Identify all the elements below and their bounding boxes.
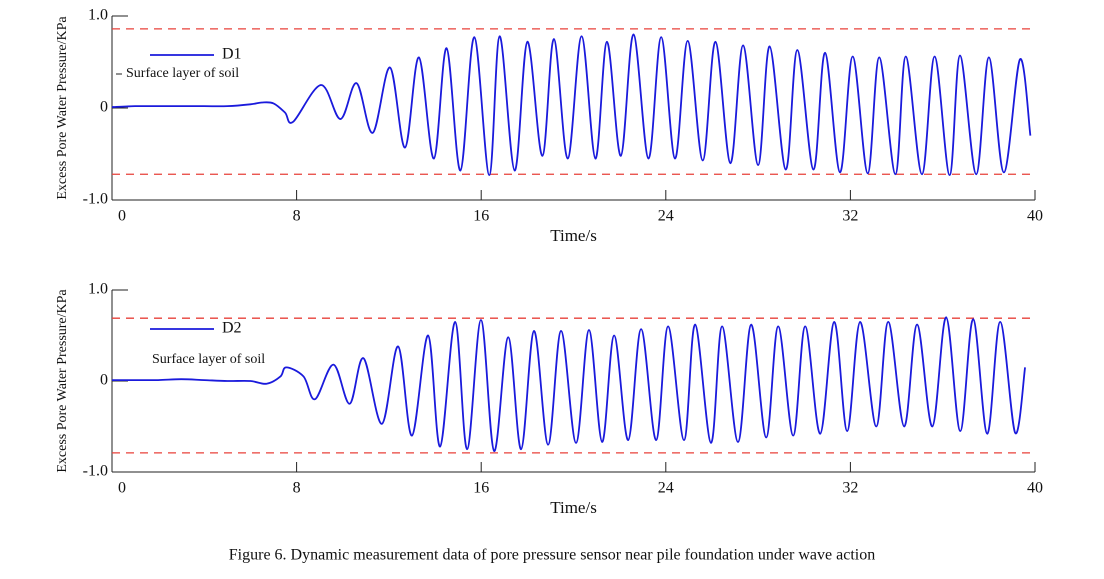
x-tick-label: 0 xyxy=(118,480,126,497)
x-tick-label: 16 xyxy=(473,480,489,497)
annotation: Surface layer of soil xyxy=(126,66,239,81)
x-tick-label: 24 xyxy=(658,480,674,497)
y-tick-label: 1.0 xyxy=(88,7,108,24)
data-line xyxy=(112,316,1026,452)
legend-label: D2 xyxy=(222,320,242,337)
x-tick-label: 8 xyxy=(293,208,301,225)
x-tick-label: 32 xyxy=(842,480,858,497)
caption: Figure 6. Dynamic measurement data of po… xyxy=(229,547,875,564)
y-tick-label: 0 xyxy=(100,99,108,116)
y-tick-label: 1.0 xyxy=(88,281,108,298)
annotation: Surface layer of soil xyxy=(152,352,265,367)
y-tick-label: 0 xyxy=(100,372,108,389)
data-line xyxy=(111,33,1032,177)
y-axis-label: Excess Pore Water Pressure/KPa xyxy=(55,16,70,200)
legend-label: D1 xyxy=(222,46,242,63)
y-tick-label: -1.0 xyxy=(83,191,108,208)
y-tick-label: -1.0 xyxy=(83,463,108,480)
x-tick-label: 40 xyxy=(1027,480,1043,497)
x-tick-label: 0 xyxy=(118,208,126,225)
x-tick-label: 8 xyxy=(293,480,301,497)
x-axis-label: Time/s xyxy=(550,498,597,517)
x-tick-label: 16 xyxy=(473,208,489,225)
y-axis-label: Excess Pore Water Pressure/KPa xyxy=(55,289,70,473)
x-tick-label: 32 xyxy=(842,208,858,225)
x-tick-label: 24 xyxy=(658,208,674,225)
x-axis-label: Time/s xyxy=(550,226,597,245)
x-tick-label: 40 xyxy=(1027,208,1043,225)
